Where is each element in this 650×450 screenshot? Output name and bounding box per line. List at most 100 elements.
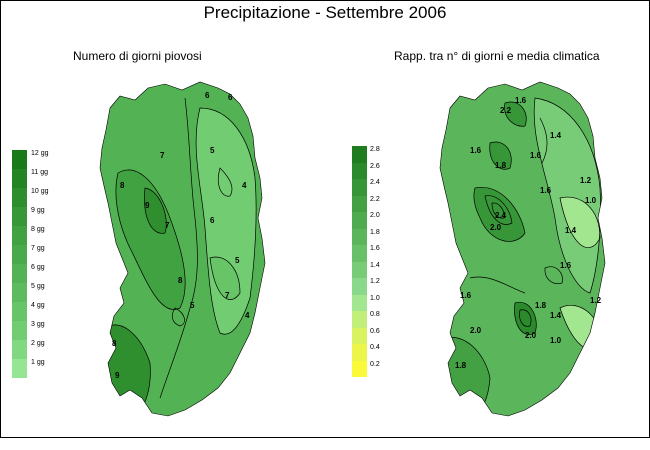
legend-days-label: 3 gg — [31, 321, 45, 328]
legend-days-label: 4 gg — [31, 302, 45, 309]
legend-days-swatch — [12, 245, 27, 264]
legend-ratio-swatch — [352, 311, 367, 328]
right-contour-label: 2.4 — [495, 211, 507, 220]
zone-4-east — [196, 108, 257, 335]
left-contour-label: 9 — [145, 201, 150, 210]
legend-ratio-label: 1.8 — [370, 228, 380, 236]
right-contour-label: 1.4 — [550, 131, 562, 140]
right-contour-label: 1.6 — [460, 291, 472, 300]
zone-2-4 — [473, 187, 525, 242]
legend-ratio-label: 1.2 — [370, 278, 380, 285]
legend-ratio-swatch — [352, 245, 367, 262]
legend-days-label: 10 gg — [31, 188, 49, 195]
left-contour-label: 6 — [228, 93, 233, 102]
legend-days-label: 1 gg — [31, 359, 45, 366]
left-contour-label: 8 — [178, 276, 183, 285]
right-contour-label: 1.6 — [560, 261, 572, 270]
left-contour-label: 6 — [210, 216, 215, 225]
right-contour-label: 1.8 — [535, 301, 547, 310]
legend-days-swatch — [12, 150, 27, 169]
legend-ratio-swatch — [352, 360, 367, 377]
legend-days-swatch — [12, 207, 27, 226]
right-map-subtitle: Rapp. tra n° di giorni e media climatica — [394, 49, 600, 63]
left-contour-label: 7 — [225, 291, 230, 300]
legend-ratio-swatch — [352, 162, 367, 179]
right-contour-label: 1.4 — [550, 311, 562, 320]
left-map-subtitle: Numero di giorni piovosi — [73, 49, 202, 63]
left-contour-label: 7 — [160, 151, 165, 160]
right-contour-label: 1.2 — [590, 296, 602, 305]
legend-ratio-swatch — [352, 278, 367, 295]
zone-9 — [144, 188, 167, 234]
zone-5-east — [210, 257, 240, 300]
legend-ratio-label: 2.4 — [370, 179, 380, 186]
legend-ratio-label: 0.6 — [370, 327, 380, 335]
right-contour-label: 1.6 — [540, 186, 552, 195]
legend-days: 12 gg 11 gg 10 gg 9 gg 8 gg 7 gg 6 gg 5 gg 4 gg 3… — [12, 150, 72, 380]
left-contour-label: 7 — [165, 221, 170, 230]
legend-ratio-label: 2.2 — [370, 195, 380, 203]
legend-ratio-label: 0.8 — [370, 311, 380, 318]
legend-days-swatch — [12, 226, 27, 245]
map-rainy-days: 9 8 7 6 6 5 4 7 8 6 5 7 5 8 4 9 — [99, 81, 266, 417]
zone-7 — [115, 170, 186, 310]
left-contour-label: 5 — [235, 256, 240, 265]
zone-2-2-north — [504, 102, 527, 127]
legend-ratio-swatch — [352, 261, 367, 278]
legend-days-swatch — [12, 169, 27, 188]
left-contour-label: 6 — [205, 91, 210, 100]
left-contour-label: 9 — [115, 371, 120, 380]
right-contour-label: 1.0 — [550, 336, 562, 345]
legend-ratio: 2.8 2.6 2.4 2.2 2.0 1.8 1.6 1.4 1.2 1.0 0.8 0.6 0.4 0… — [352, 146, 402, 382]
legend-ratio-swatch — [352, 294, 367, 311]
map-ratio-climatic: 1.62.21.81.41.61.61.21.02.42.01.61.41.81… — [439, 81, 606, 417]
legend-ratio-swatch — [352, 228, 367, 245]
right-contour-label: 1.6 — [470, 146, 482, 155]
right-contour-label: 2.0 — [525, 331, 537, 340]
legend-ratio-label: 0.2 — [370, 360, 380, 368]
right-contour-label: 2.0 — [490, 223, 502, 232]
legend-days-swatch — [12, 283, 27, 302]
legend-days-label: 2 gg — [31, 340, 45, 347]
right-contour-label: 2.0 — [470, 326, 482, 335]
legend-days-swatch — [12, 302, 27, 321]
right-contour-label: 1.8 — [495, 161, 507, 170]
left-contour-label: 8 — [120, 181, 125, 190]
right-contour-label: 1.6 — [515, 96, 527, 105]
legend-days-label: 6 gg — [31, 264, 45, 271]
legend-ratio-swatch — [352, 195, 367, 212]
legend-days-label: 11 gg — [31, 169, 48, 176]
left-contour-label: 4 — [245, 311, 250, 320]
legend-days-label: 5 gg — [31, 283, 45, 290]
legend-days-swatch — [12, 321, 27, 340]
legend-ratio-swatch — [352, 344, 367, 361]
right-contour-label: 1.8 — [455, 361, 467, 370]
right-contour-label: 1.4 — [565, 226, 577, 235]
legend-ratio-label: 2.6 — [370, 162, 380, 170]
legend-ratio-swatch — [352, 212, 367, 229]
zone-1-0-east — [560, 197, 600, 248]
left-contour-label: 8 — [112, 339, 117, 348]
legend-days-label: 8 gg — [31, 226, 45, 233]
legend-ratio-label: 1.6 — [370, 245, 380, 252]
legend-ratio-swatch — [352, 327, 367, 344]
legend-ratio-label: 1.4 — [370, 261, 380, 269]
zone-2-2 — [489, 142, 512, 170]
right-contour-label: 1.2 — [580, 176, 592, 185]
legend-days-swatch — [12, 359, 27, 378]
legend-days-label: 12 gg — [31, 150, 49, 157]
main-title: Precipitazione - Settembre 2006 — [203, 3, 447, 22]
left-contour-label: 5 — [210, 146, 215, 155]
left-contour-label: 5 — [190, 301, 195, 310]
legend-ratio-swatch — [352, 146, 367, 163]
legend-days-swatch — [12, 264, 27, 283]
right-contour-label: 1.0 — [585, 196, 597, 205]
right-contour-label: 1.6 — [530, 151, 542, 160]
legend-ratio-label: 2.8 — [370, 146, 380, 153]
legend-ratio-label: 1.0 — [370, 294, 380, 302]
left-contour-label: 4 — [242, 181, 247, 190]
legend-days-swatch — [12, 340, 27, 359]
legend-ratio-swatch — [352, 179, 367, 196]
legend-days-label: 9 gg — [31, 207, 45, 214]
right-contour-label: 2.2 — [500, 106, 512, 115]
